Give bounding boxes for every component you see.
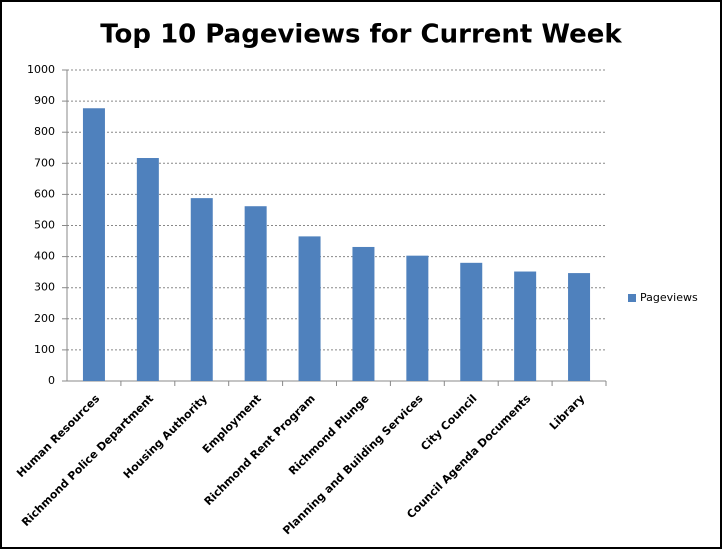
y-tick-label: 700: [34, 156, 55, 169]
bar: [460, 262, 483, 381]
bar: [352, 246, 375, 381]
y-tick-label: 200: [34, 312, 55, 325]
bar: [244, 206, 267, 381]
y-tick-label: 1000: [27, 63, 55, 76]
bar: [406, 255, 429, 381]
bar: [298, 236, 321, 381]
bar: [136, 158, 159, 381]
y-tick-label: 600: [34, 187, 55, 200]
legend-label: Pageviews: [640, 291, 698, 304]
bar: [514, 271, 537, 381]
bar: [190, 198, 213, 381]
y-tick-label: 400: [34, 250, 55, 263]
y-tick-label: 800: [34, 125, 55, 138]
chart-title: Top 10 Pageviews for Current Week: [100, 20, 622, 50]
y-tick-label: 500: [34, 219, 55, 232]
legend-swatch: [628, 294, 636, 302]
y-tick-label: 300: [34, 281, 55, 294]
bar: [82, 108, 105, 382]
y-tick-label: 0: [48, 374, 55, 387]
bar: [568, 273, 591, 381]
y-tick-label: 900: [34, 94, 55, 107]
y-tick-label: 100: [34, 343, 55, 356]
